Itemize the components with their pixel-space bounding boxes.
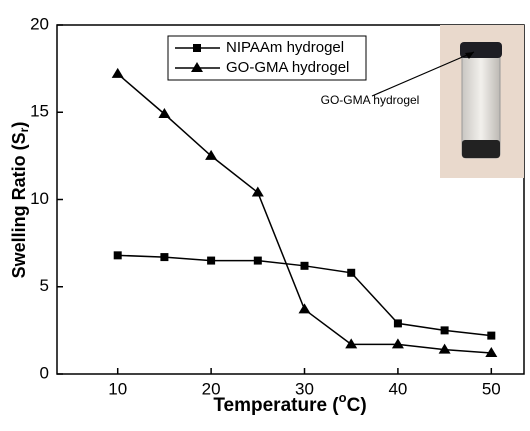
marker-square bbox=[207, 256, 216, 265]
x-axis-label: Temperature (oC) bbox=[213, 390, 366, 416]
marker-square bbox=[113, 251, 122, 260]
marker-triangle bbox=[191, 62, 203, 72]
marker-square bbox=[300, 261, 309, 270]
legend-label: GO-GMA hydrogel bbox=[226, 59, 349, 76]
marker-triangle bbox=[485, 347, 498, 358]
y-tick-label: 0 bbox=[40, 363, 49, 382]
marker-square bbox=[347, 268, 356, 277]
y-tick-label: 5 bbox=[40, 276, 49, 295]
annotation: GO-GMA hydrogel bbox=[321, 93, 420, 107]
y-label-text: Swelling Ratio (S bbox=[9, 132, 29, 278]
arrow-head bbox=[465, 52, 474, 59]
x-label-end: C) bbox=[347, 395, 367, 416]
marker-triangle bbox=[111, 67, 124, 78]
marker-triangle bbox=[298, 303, 311, 314]
inset-photo bbox=[440, 25, 524, 178]
marker-square bbox=[193, 44, 201, 52]
marker-triangle bbox=[158, 107, 171, 118]
marker-square bbox=[253, 256, 262, 265]
annotation-arrow bbox=[371, 51, 475, 97]
x-tick-label: 20 bbox=[202, 379, 221, 398]
marker-square bbox=[393, 319, 402, 328]
marker-triangle bbox=[391, 338, 404, 349]
marker-triangle bbox=[438, 343, 451, 354]
y-axis-label: Swelling Ratio (Sr) bbox=[9, 122, 31, 279]
x-tick-label: 10 bbox=[108, 379, 127, 398]
legend-box bbox=[167, 35, 367, 81]
marker-square bbox=[487, 331, 496, 340]
x-tick-label: 40 bbox=[388, 379, 407, 398]
y-tick-label: 20 bbox=[30, 14, 49, 33]
y-label-sub: r bbox=[17, 127, 31, 132]
x-label-sup: o bbox=[339, 390, 347, 405]
x-tick-label: 50 bbox=[482, 379, 501, 398]
legend-label: NIPAAm hydrogel bbox=[226, 39, 344, 56]
y-label-end: ) bbox=[9, 122, 29, 128]
marker-square bbox=[440, 326, 449, 335]
y-tick-label: 15 bbox=[30, 102, 49, 121]
marker-square bbox=[160, 253, 169, 262]
x-label-text: Temperature ( bbox=[213, 395, 339, 416]
y-tick-label: 10 bbox=[30, 189, 49, 208]
marker-triangle bbox=[251, 186, 264, 197]
marker-triangle bbox=[345, 338, 358, 349]
marker-triangle bbox=[205, 149, 218, 160]
x-tick-label: 30 bbox=[295, 379, 314, 398]
